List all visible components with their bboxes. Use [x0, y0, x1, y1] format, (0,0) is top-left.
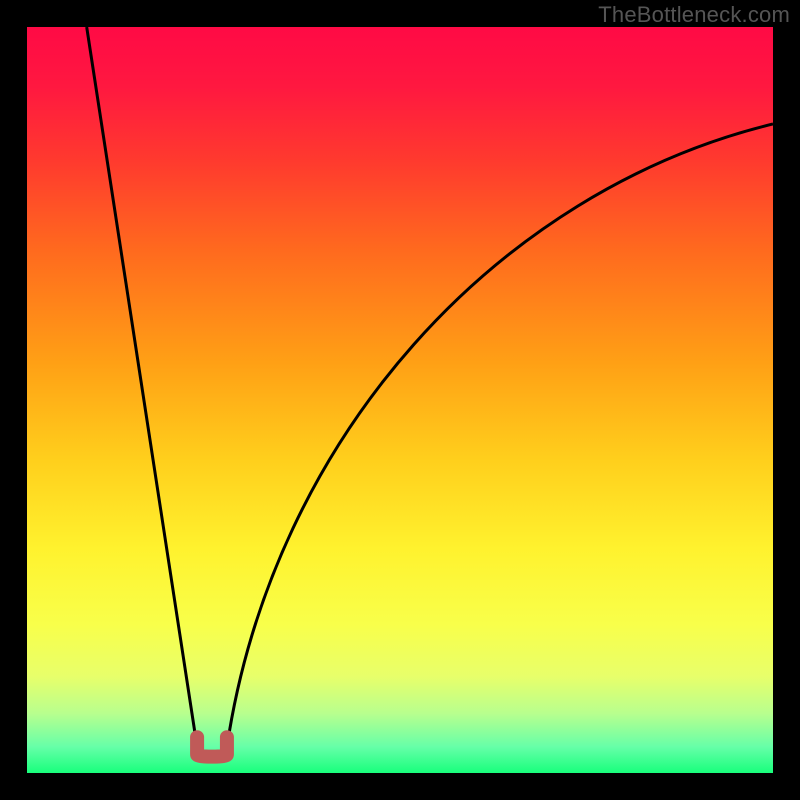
plot-background [27, 27, 773, 773]
chart-frame: TheBottleneck.com [0, 0, 800, 800]
bottleneck-plot [0, 0, 800, 800]
